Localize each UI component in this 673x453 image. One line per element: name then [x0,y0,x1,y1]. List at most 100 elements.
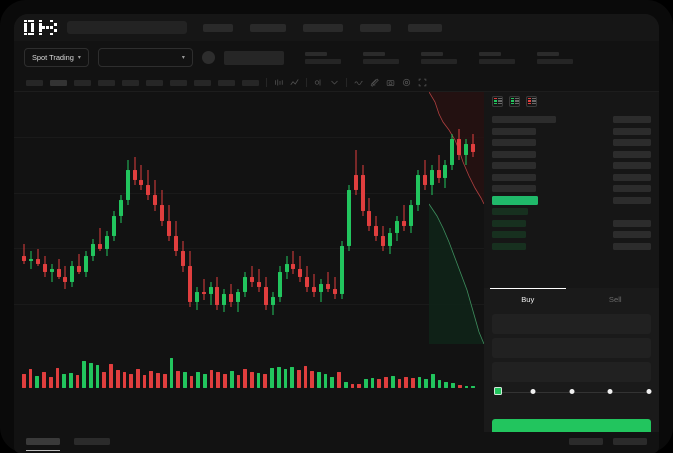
chart-column [14,92,484,432]
indicator-icon[interactable] [314,78,323,87]
orderbook-row[interactable] [492,206,651,218]
slider-stop-100[interactable] [646,388,652,394]
timeframe-5[interactable] [146,79,163,86]
book-bids-icon[interactable] [509,95,520,107]
volume-bar [317,372,321,388]
volume-bar [370,378,375,388]
timeframe-9[interactable] [242,79,259,86]
bottom-action-1[interactable] [613,438,647,445]
timeframe-8[interactable] [218,79,235,86]
candle [402,92,406,344]
timeframe-7[interactable] [194,79,211,86]
stat-label [362,51,385,56]
volume-bar [229,370,234,388]
wave-icon[interactable] [354,78,363,87]
okx-logo[interactable] [24,19,57,36]
bottom-tab-1[interactable] [74,438,110,445]
nav-link-2[interactable] [302,23,343,32]
volume-bar [431,373,435,388]
orderbook-row[interactable] [492,172,651,184]
volume-bar [28,369,33,388]
bottom-tabs [26,438,647,452]
candle [319,92,324,344]
line-chart-icon[interactable] [290,78,299,87]
bottom-action-0[interactable] [569,438,603,445]
ruler-icon[interactable] [370,78,379,87]
candle [326,92,330,344]
orderbook-row[interactable] [492,218,651,230]
submit-buy-button[interactable] [492,419,651,436]
timeframe-3[interactable] [98,79,115,86]
volume-bar [156,373,160,388]
nav-link-3[interactable] [359,23,391,32]
orderbook-row[interactable] [492,160,651,172]
tab-sell[interactable]: Sell [608,294,622,304]
trading-pair-select[interactable]: ▾ [97,48,193,67]
orderbook-qty [613,173,651,181]
orderbook-qty [613,116,651,124]
nav-link-4[interactable] [407,23,442,32]
settings-icon[interactable] [402,78,411,87]
timeframe-0[interactable] [26,79,43,86]
nav-links [202,23,442,32]
volume-bar [250,371,254,388]
candle [471,92,476,344]
candle [160,92,165,344]
timeframe-group [26,79,259,86]
candle [22,92,26,344]
volume-chart[interactable] [14,344,484,402]
volume-bar [263,374,268,388]
volume-bar [142,375,147,388]
volume-bar [243,369,247,388]
timeframe-2[interactable] [74,79,91,86]
market-type-dropdown[interactable]: Spot Trading ▾ [24,48,89,67]
price-chart[interactable] [14,92,484,344]
orderbook-row[interactable] [492,137,651,149]
orderbook-row[interactable] [492,126,651,138]
tab-buy[interactable]: Buy [484,288,572,310]
market-type-label: Spot Trading [32,53,74,62]
timeframe-4[interactable] [122,79,139,86]
candlestick-icon[interactable] [274,78,283,87]
orderbook-row[interactable] [492,229,651,241]
timeframe-6[interactable] [170,79,187,86]
volume-bar [122,371,127,388]
toolbar-divider [306,78,307,87]
slider-stop-50[interactable] [569,388,574,394]
price-field[interactable] [492,314,651,334]
orderbook-row[interactable] [492,241,651,253]
volume-bar [176,370,180,388]
volume-bar [357,383,361,388]
candle [98,92,102,344]
candle [250,92,254,344]
slider-handle[interactable] [494,387,502,395]
candle [56,92,61,344]
orderbook-row[interactable] [492,114,651,126]
bottom-tab-0[interactable] [26,438,60,452]
candle [208,92,213,344]
candle [256,92,261,344]
volume-bar [109,364,113,388]
book-both-icon[interactable] [492,95,503,107]
bottom-panel [14,432,659,453]
chevron-down-icon[interactable] [330,78,339,87]
timeframe-1[interactable] [50,79,67,86]
candle [353,92,358,344]
orderbook-row[interactable] [492,195,651,207]
total-field[interactable] [492,362,651,382]
nav-link-0[interactable] [202,23,233,32]
orderbook-price-bar [492,150,536,158]
orderbook-row[interactable] [492,149,651,161]
slider-stop-25[interactable] [530,388,536,394]
orderbook-rows[interactable] [484,110,659,252]
nav-link-1[interactable] [249,23,286,32]
amount-field[interactable] [492,338,651,358]
orderbook-row[interactable] [492,183,651,195]
search-input[interactable] [66,21,187,34]
volume-bar [22,373,26,388]
book-asks-icon[interactable] [526,95,537,107]
slider-stop-75[interactable] [607,388,613,394]
camera-icon[interactable] [386,78,395,87]
amount-percent-slider[interactable] [494,386,652,398]
fullscreen-icon[interactable] [418,78,427,87]
